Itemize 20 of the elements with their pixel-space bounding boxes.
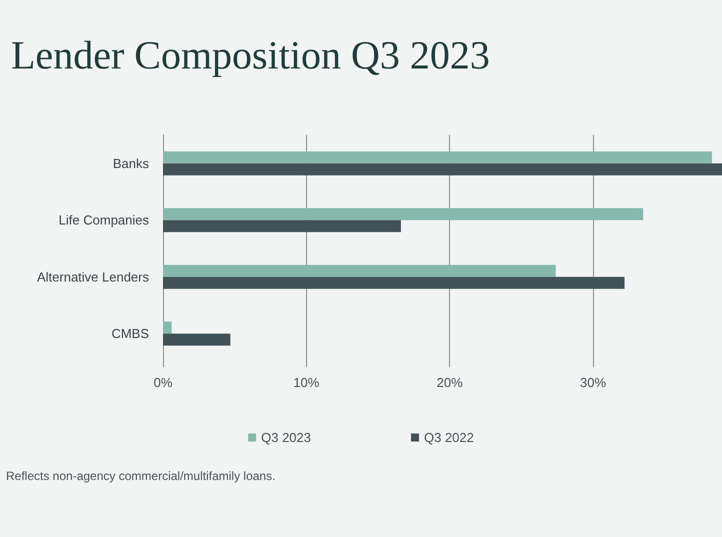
bar: [163, 276, 625, 289]
bar: [163, 163, 722, 176]
bar: [163, 220, 401, 232]
bar: [163, 208, 644, 220]
bar: [163, 151, 712, 164]
y-tick-label: Banks: [112, 156, 150, 171]
x-tick-label: 10%: [293, 375, 320, 390]
bar: [163, 322, 172, 334]
legend-label: Q3 2022: [424, 430, 474, 445]
chart-title: Lender Composition Q3 2023: [11, 32, 490, 78]
bar: [163, 334, 230, 346]
y-tick-label: Life Companies: [58, 212, 150, 228]
bar: [163, 264, 556, 277]
text: Reflects non-agency commercial/multifamily loans.: [6, 469, 276, 483]
y-tick-label: Alternative Lenders: [36, 269, 150, 284]
x-tick-label: 30%: [580, 375, 606, 390]
legend-label: Q3 2023: [261, 430, 311, 445]
y-tick-label: CMBS: [111, 326, 150, 342]
x-tick-label: 0%: [154, 375, 173, 390]
x-tick-label: 20%: [436, 375, 464, 390]
